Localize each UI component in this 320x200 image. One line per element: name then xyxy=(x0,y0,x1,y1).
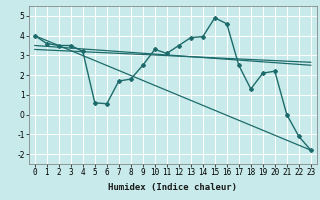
X-axis label: Humidex (Indice chaleur): Humidex (Indice chaleur) xyxy=(108,183,237,192)
